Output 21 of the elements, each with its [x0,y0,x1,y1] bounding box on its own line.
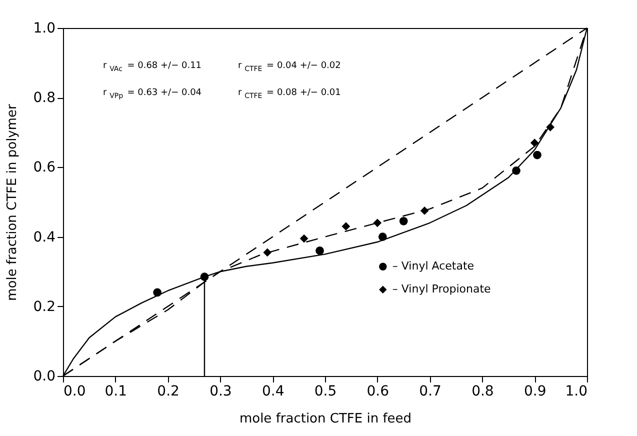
x-tick-label: 0.1 [104,384,128,400]
x-tick-label: 0.6 [366,384,390,400]
y-tick-label: 1.0 [33,20,56,36]
y-tick-label: 0.6 [33,160,56,176]
x-tick-label: 1.0 [565,384,588,400]
x-tick-label: 0.5 [314,384,337,400]
x-tick-label: 0.2 [157,384,180,400]
legend-label: – Vinyl Acetate [392,260,474,273]
x-tick-label: 0.9 [524,384,546,400]
x-tick-label: 0.4 [262,384,284,400]
x-tick-label: 0.3 [210,384,232,400]
y-tick-label: 0.0 [33,368,56,384]
x-axis-title: mole fraction CTFE in feed [239,412,412,426]
y-tick-label: 0.2 [33,298,56,315]
y-axis-title: mole fraction CTFE in polymer [5,103,20,301]
x-tick-label: 0.7 [419,384,442,400]
legend-label: – Vinyl Propionate [392,282,492,296]
x-tick-label: 0.0 [64,384,86,400]
y-tick-label: 0.4 [33,229,56,246]
y-tick-label: 0.8 [33,90,56,106]
x-tick-label: 0.8 [472,384,494,400]
